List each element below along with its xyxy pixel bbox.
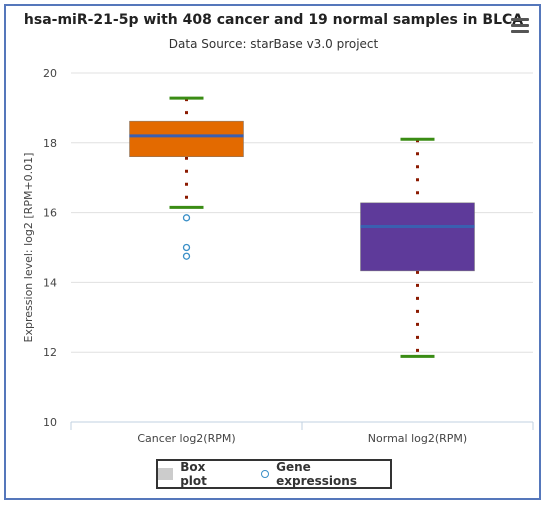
- y-tick-label: 10: [43, 416, 57, 429]
- chart-title: hsa-miR-21-5p with 408 cancer and 19 nor…: [23, 12, 524, 28]
- x-category-label: Normal log2(RPM): [368, 432, 467, 445]
- legend-item-gene-expressions[interactable]: Gene expressions: [261, 460, 390, 488]
- x-category-label: Cancer log2(RPM): [137, 432, 235, 445]
- y-tick-label: 18: [43, 137, 57, 150]
- outlier-point: [182, 252, 191, 260]
- outlier-point: [182, 214, 191, 222]
- y-tick-label: 12: [43, 346, 57, 359]
- outlier-point: [182, 243, 191, 252]
- y-tick-label: 20: [43, 67, 57, 80]
- hamburger-menu-icon[interactable]: [509, 15, 531, 37]
- gene-expression-circle-icon: [261, 470, 270, 478]
- y-tick-label: 14: [43, 276, 57, 289]
- chart-subtitle: Data Source: starBase v3.0 project: [168, 37, 379, 51]
- legend-box-label: Box plot: [180, 460, 207, 488]
- legend-item-box-plot[interactable]: Box plot: [158, 460, 233, 488]
- y-tick-label: 16: [43, 207, 57, 220]
- box-iqr: [129, 120, 244, 158]
- chart-legend: Box plot Gene expressions: [156, 459, 392, 489]
- box-plot-swatch-icon: [158, 468, 174, 480]
- legend-points-label: Gene expressions: [276, 460, 357, 488]
- y-axis-title: Expression level: log2 [RPM+0.01]: [22, 153, 35, 343]
- box-iqr: [360, 202, 475, 272]
